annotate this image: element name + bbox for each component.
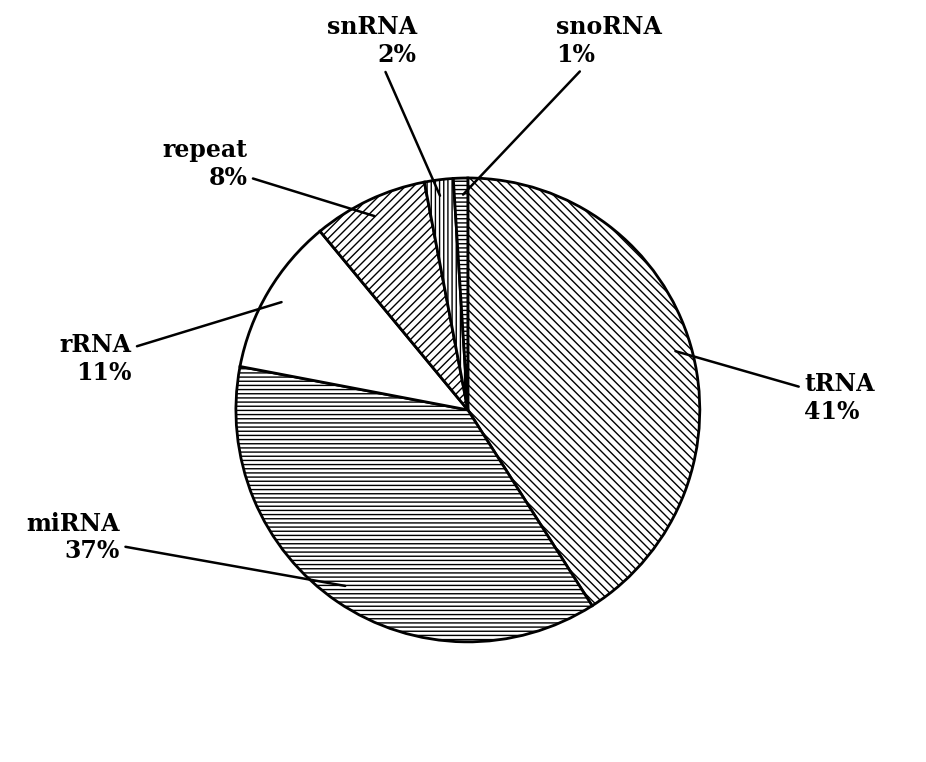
Wedge shape — [240, 231, 468, 410]
Text: tRNA
41%: tRNA 41% — [675, 351, 875, 424]
Text: snRNA
2%: snRNA 2% — [327, 14, 440, 196]
Text: snoRNA
1%: snoRNA 1% — [463, 14, 662, 194]
Wedge shape — [454, 178, 468, 410]
Text: repeat
8%: repeat 8% — [162, 138, 374, 216]
Wedge shape — [320, 182, 468, 410]
Wedge shape — [424, 178, 468, 410]
Text: rRNA
11%: rRNA 11% — [59, 302, 282, 385]
Text: miRNA
37%: miRNA 37% — [27, 511, 345, 586]
Wedge shape — [236, 367, 592, 642]
Wedge shape — [468, 178, 700, 606]
